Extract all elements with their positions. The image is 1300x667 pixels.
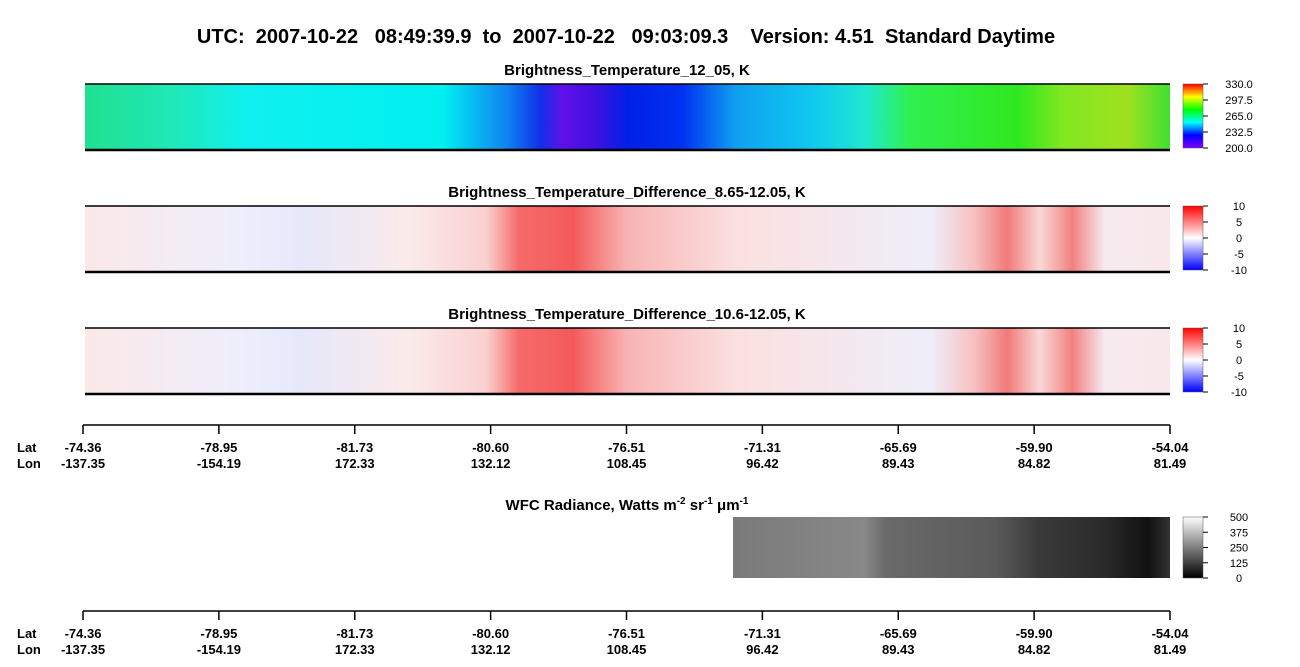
lat-label: -81.73 bbox=[336, 626, 373, 641]
axis-label: Lon bbox=[17, 456, 41, 471]
lon-label: 108.45 bbox=[607, 642, 647, 657]
colorbar-label: 125 bbox=[1230, 558, 1248, 570]
colorbar-label: 10 bbox=[1233, 323, 1245, 335]
lon-label: 81.49 bbox=[1154, 642, 1187, 657]
lat-label: -65.69 bbox=[880, 440, 917, 455]
image bbox=[85, 206, 1170, 272]
colorbar-label: 330.0 bbox=[1225, 79, 1253, 91]
colorbar-label: 10 bbox=[1233, 201, 1245, 213]
colorbar bbox=[1182, 516, 1204, 579]
colorbar-label: -5 bbox=[1234, 249, 1244, 261]
lat-label: -78.95 bbox=[200, 626, 237, 641]
image bbox=[85, 84, 1170, 150]
colorbar-label: 297.5 bbox=[1225, 95, 1253, 107]
lat-label: -54.04 bbox=[1152, 440, 1190, 455]
lon-label: 172.33 bbox=[335, 642, 375, 657]
colorbar-label: 5 bbox=[1236, 339, 1242, 351]
lon-label: -154.19 bbox=[197, 456, 241, 471]
panel-title: WFC Radiance, Watts m-2 sr-1 μm-1 bbox=[506, 496, 749, 514]
colorbar-label: 375 bbox=[1230, 527, 1248, 539]
colorbar bbox=[1182, 83, 1204, 149]
colorbar bbox=[1182, 205, 1204, 271]
lon-label: 84.82 bbox=[1018, 456, 1051, 471]
colorbar-label: -10 bbox=[1231, 387, 1247, 399]
title-part: WFC Radiance, Watts m bbox=[506, 497, 677, 514]
title-part: -1 bbox=[704, 496, 713, 507]
lat-label: -59.90 bbox=[1016, 440, 1053, 455]
lon-label: -154.19 bbox=[197, 642, 241, 657]
title-part: -2 bbox=[677, 496, 686, 507]
colorbar-label: 0 bbox=[1236, 233, 1242, 245]
lat-label: -76.51 bbox=[608, 440, 645, 455]
axis-label: Lat bbox=[17, 440, 37, 455]
lat-label: -54.04 bbox=[1152, 626, 1190, 641]
lon-label: 89.43 bbox=[882, 642, 915, 657]
colorbar bbox=[1182, 327, 1204, 393]
lat-label: -76.51 bbox=[608, 626, 645, 641]
panel-title: Brightness_Temperature_Difference_10.6-1… bbox=[448, 306, 806, 323]
lat-label: -80.60 bbox=[472, 626, 509, 641]
colorbar-label: 200.0 bbox=[1225, 143, 1253, 155]
lon-label: 89.43 bbox=[882, 456, 915, 471]
lon-label: 172.33 bbox=[335, 456, 375, 471]
lat-label: -65.69 bbox=[880, 626, 917, 641]
lon-label: -137.35 bbox=[61, 642, 105, 657]
axis-label: Lat bbox=[17, 626, 37, 641]
lon-label: 108.45 bbox=[607, 456, 647, 471]
lon-label: -137.35 bbox=[61, 456, 105, 471]
colorbar-label: -5 bbox=[1234, 371, 1244, 383]
panel-title: Brightness_Temperature_Difference_8.65-1… bbox=[448, 184, 806, 201]
title-part: -1 bbox=[740, 496, 749, 507]
lon-label: 84.82 bbox=[1018, 642, 1051, 657]
colorbar-label: 0 bbox=[1236, 355, 1242, 367]
lon-label: 96.42 bbox=[746, 456, 779, 471]
panel-title: Brightness_Temperature_12_05, K bbox=[504, 62, 750, 79]
lon-label: 81.49 bbox=[1154, 456, 1187, 471]
colorbar-label: -10 bbox=[1231, 265, 1247, 277]
title-part: sr bbox=[686, 497, 705, 514]
colorbar-label: 265.0 bbox=[1225, 111, 1253, 123]
lat-label: -81.73 bbox=[336, 440, 373, 455]
colorbar-label: 500 bbox=[1230, 512, 1248, 524]
title-part: μm bbox=[713, 497, 740, 514]
lat-label: -80.60 bbox=[472, 440, 509, 455]
image bbox=[85, 328, 1170, 394]
lat-label: -71.31 bbox=[744, 626, 781, 641]
lon-label: 96.42 bbox=[746, 642, 779, 657]
lat-label: -71.31 bbox=[744, 440, 781, 455]
lat-label: -74.36 bbox=[65, 440, 102, 455]
title: UTC: 2007-10-22 08:49:39.9 to 2007-10-22… bbox=[197, 26, 1055, 48]
lat-label: -78.95 bbox=[200, 440, 237, 455]
image bbox=[733, 517, 1170, 578]
lon-label: 132.12 bbox=[471, 642, 511, 657]
colorbar-label: 0 bbox=[1236, 573, 1242, 585]
lon-label: 132.12 bbox=[471, 456, 511, 471]
colorbar-label: 5 bbox=[1236, 217, 1242, 229]
lat-label: -59.90 bbox=[1016, 626, 1053, 641]
axis-label: Lon bbox=[17, 642, 41, 657]
lat-label: -74.36 bbox=[65, 626, 102, 641]
colorbar-label: 232.5 bbox=[1225, 127, 1253, 139]
colorbar-label: 250 bbox=[1230, 543, 1248, 555]
